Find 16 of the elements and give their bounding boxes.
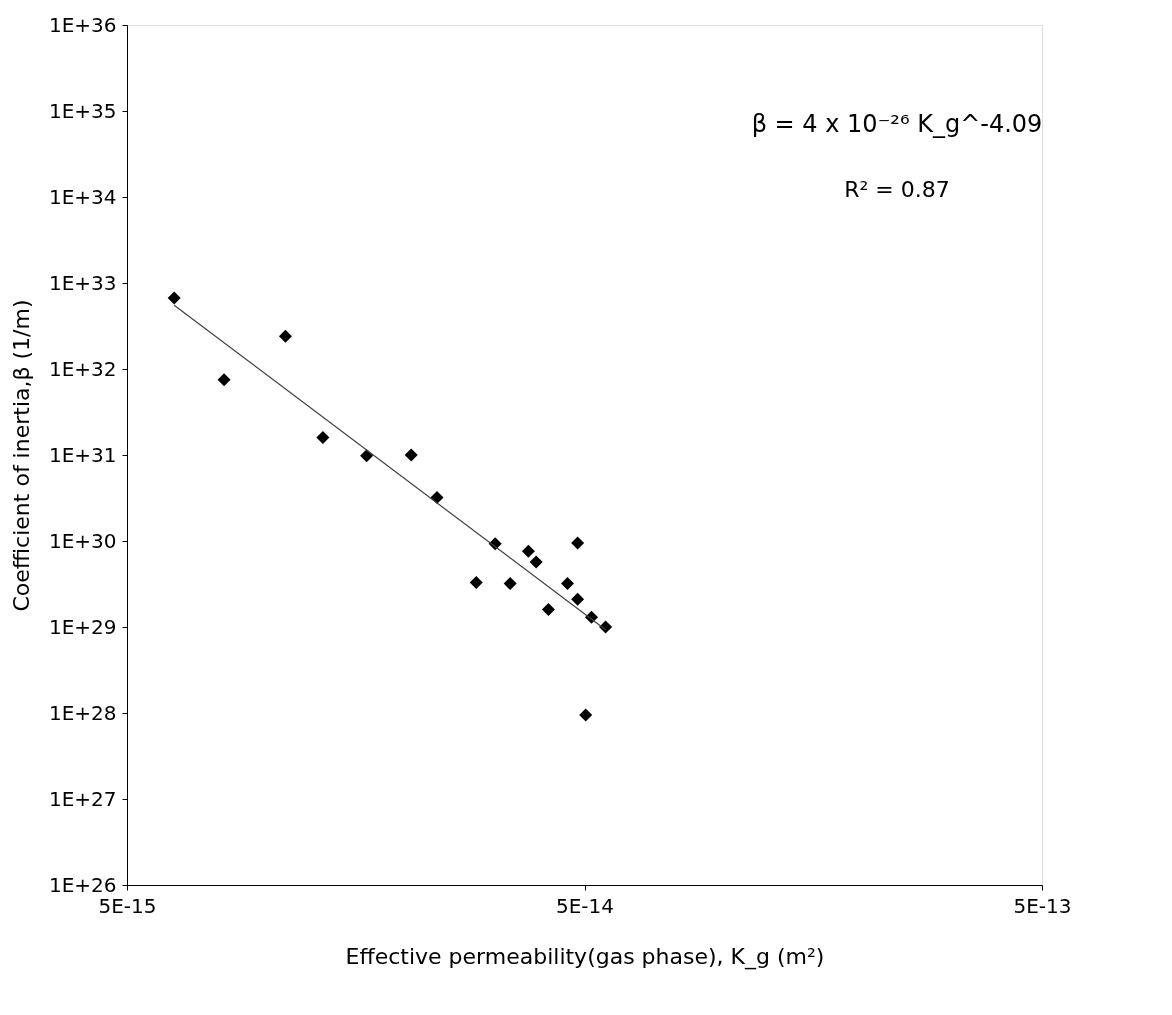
y-tick-label: 1E+33 bbox=[48, 270, 117, 295]
x-axis-title: Effective permeability(gas phase), K_g (m²) bbox=[345, 943, 825, 970]
y-tick-label: 1E+36 bbox=[48, 12, 117, 37]
x-tick-label: 5E-14 bbox=[555, 893, 615, 918]
y-axis-title: Coefficient of inertia,β (1/m) bbox=[8, 299, 34, 612]
annotation: β = 4 x 10⁻²⁶ K_g^-4.09 bbox=[751, 110, 1043, 138]
annotation: R² = 0.87 bbox=[844, 177, 950, 202]
y-tick-label: 1E+29 bbox=[48, 614, 117, 639]
y-tick-label: 1E+27 bbox=[48, 786, 117, 811]
y-tick-label: 1E+28 bbox=[48, 700, 117, 725]
x-tick-label: 5E-13 bbox=[1013, 893, 1072, 918]
y-tick-label: 1E+34 bbox=[48, 184, 117, 209]
y-tick-label: 1E+35 bbox=[48, 98, 117, 123]
y-tick-label: 1E+31 bbox=[48, 442, 117, 467]
y-tick-label: 1E+30 bbox=[48, 528, 117, 553]
y-tick-label: 1E+32 bbox=[48, 356, 117, 381]
